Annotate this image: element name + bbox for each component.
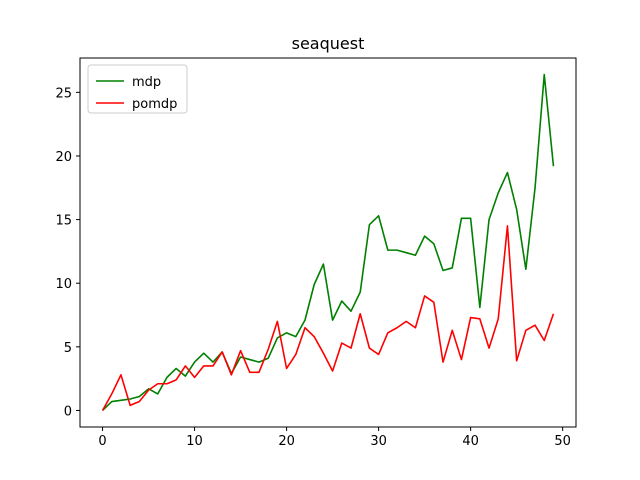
plot-area <box>101 73 555 412</box>
series-line-pomdp <box>101 225 555 411</box>
y-tick-label: 5 <box>64 341 72 356</box>
x-tick-label: 40 <box>462 434 479 449</box>
x-tick-label: 50 <box>554 434 571 449</box>
y-tick-label: 20 <box>55 150 72 165</box>
chart-title: seaquest <box>292 34 365 53</box>
axes-frame <box>79 57 577 428</box>
axes: 0 10 20 30 40 50 0 5 10 15 20 25 <box>55 57 577 449</box>
x-tick-label: 0 <box>98 434 106 449</box>
y-tick-label: 15 <box>55 214 72 229</box>
x-tick-label: 20 <box>278 434 295 449</box>
legend: mdp pomdp <box>87 64 188 114</box>
series-line-mdp <box>101 73 555 412</box>
y-tick-label: 10 <box>55 277 72 292</box>
x-tick-label: 30 <box>370 434 387 449</box>
x-tick-label: 10 <box>186 434 203 449</box>
legend-box <box>87 64 188 114</box>
y-tick-label: 25 <box>55 86 72 101</box>
y-tick-label: 0 <box>64 404 72 419</box>
legend-label-mdp: mdp <box>132 75 161 90</box>
legend-label-pomdp: pomdp <box>132 97 177 112</box>
